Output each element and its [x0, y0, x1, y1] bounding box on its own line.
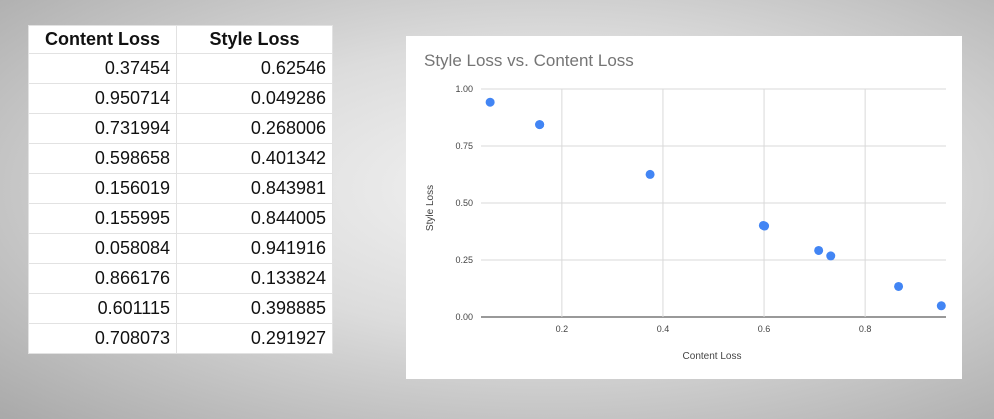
y-tick-label: 0.50 — [455, 198, 473, 208]
style-loss-cell[interactable]: 0.133824 — [176, 263, 333, 294]
y-tick-label: 0.75 — [455, 141, 473, 151]
data-point[interactable] — [485, 97, 495, 107]
table-row: 0.156019 0.843981 — [28, 173, 333, 204]
x-tick-label: 0.8 — [859, 324, 872, 334]
content-loss-cell[interactable]: 0.058084 — [28, 233, 177, 264]
content-loss-cell[interactable]: 0.731994 — [28, 113, 177, 144]
style-loss-cell[interactable]: 0.843981 — [176, 173, 333, 204]
style-loss-cell[interactable]: 0.291927 — [176, 323, 333, 354]
data-point[interactable] — [936, 301, 946, 311]
grid-layer — [481, 88, 946, 318]
chart-title: Style Loss vs. Content Loss — [424, 51, 634, 70]
data-point[interactable] — [826, 251, 836, 261]
x-tick-label: 0.6 — [758, 324, 771, 334]
chart-panel: Style Loss vs. Content Loss 0.00 0.25 0.50… — [406, 36, 962, 379]
y-tick-label: 0.00 — [455, 312, 473, 322]
y-tick-label: 1.00 — [455, 84, 473, 94]
style-loss-cell[interactable]: 0.398885 — [176, 293, 333, 324]
data-point[interactable] — [535, 120, 545, 130]
table-header-row: Content Loss Style Loss — [28, 25, 333, 54]
table-row: 0.708073 0.291927 — [28, 323, 333, 354]
content-loss-cell[interactable]: 0.866176 — [28, 263, 177, 294]
content-loss-cell[interactable]: 0.155995 — [28, 203, 177, 234]
style-loss-cell[interactable]: 0.049286 — [176, 83, 333, 114]
x-axis-label: Content Loss — [683, 351, 742, 362]
tick-layer: 0.00 0.25 0.50 0.75 1.00 0.2 0.4 0.6 0.8 — [455, 84, 871, 334]
content-loss-cell[interactable]: 0.708073 — [28, 323, 177, 354]
content-loss-cell[interactable]: 0.950714 — [28, 83, 177, 114]
table-row: 0.601115 0.398885 — [28, 293, 333, 324]
content-loss-cell[interactable]: 0.601115 — [28, 293, 177, 324]
table-row: 0.155995 0.844005 — [28, 203, 333, 234]
style-loss-cell[interactable]: 0.844005 — [176, 203, 333, 234]
style-loss-cell[interactable]: 0.941916 — [176, 233, 333, 264]
table-body: 0.37454 0.62546 0.950714 0.049286 0.731994 0.… — [28, 53, 333, 354]
x-tick-label: 0.2 — [556, 324, 569, 334]
table-row: 0.866176 0.133824 — [28, 263, 333, 294]
content-loss-cell[interactable]: 0.37454 — [28, 53, 177, 84]
data-point[interactable] — [814, 245, 824, 255]
data-table: Content Loss Style Loss 0.37454 0.62546 0.… — [28, 25, 333, 354]
data-point[interactable] — [760, 221, 770, 231]
style-loss-cell[interactable]: 0.62546 — [176, 53, 333, 84]
content-loss-cell[interactable]: 0.156019 — [28, 173, 177, 204]
table-row: 0.058084 0.941916 — [28, 233, 333, 264]
table-row: 0.598658 0.401342 — [28, 143, 333, 174]
scatter-chart: 0.00 0.25 0.50 0.75 1.00 0.2 0.4 0.6 0.8 Content… — [425, 84, 946, 362]
data-point[interactable] — [645, 169, 655, 179]
header-content-loss[interactable]: Content Loss — [28, 25, 177, 54]
table-row: 0.950714 0.049286 — [28, 83, 333, 114]
y-tick-label: 0.25 — [455, 255, 473, 265]
content-loss-cell[interactable]: 0.598658 — [28, 143, 177, 174]
data-point[interactable] — [894, 281, 904, 291]
data-table-container: Content Loss Style Loss 0.37454 0.62546 0.… — [28, 25, 333, 354]
x-tick-label: 0.4 — [657, 324, 670, 334]
style-loss-cell[interactable]: 0.268006 — [176, 113, 333, 144]
table-row: 0.37454 0.62546 — [28, 53, 333, 84]
table-row: 0.731994 0.268006 — [28, 113, 333, 144]
point-layer — [485, 97, 946, 311]
header-style-loss[interactable]: Style Loss — [176, 25, 333, 54]
style-loss-cell[interactable]: 0.401342 — [176, 143, 333, 174]
y-axis-label: Style Loss — [425, 185, 436, 231]
